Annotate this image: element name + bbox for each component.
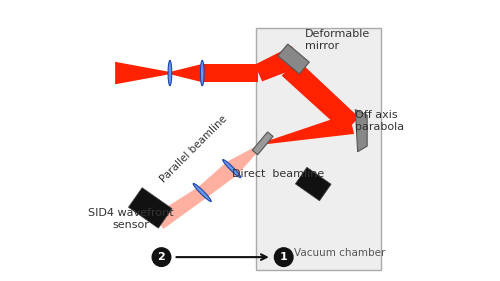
- Ellipse shape: [200, 60, 204, 86]
- Polygon shape: [202, 64, 258, 82]
- Text: Direct  beamline: Direct beamline: [232, 169, 324, 179]
- Polygon shape: [170, 64, 202, 82]
- Polygon shape: [198, 162, 237, 198]
- Polygon shape: [154, 187, 206, 229]
- Circle shape: [274, 248, 293, 266]
- Polygon shape: [115, 62, 170, 84]
- Text: 1: 1: [280, 252, 287, 262]
- Ellipse shape: [193, 183, 212, 201]
- Polygon shape: [254, 46, 301, 81]
- Text: 2: 2: [158, 252, 166, 262]
- Text: SID4 wavefront
sensor: SID4 wavefront sensor: [88, 209, 174, 230]
- Polygon shape: [128, 188, 172, 228]
- Ellipse shape: [168, 60, 172, 86]
- Text: Parallel beamline: Parallel beamline: [158, 114, 229, 184]
- Polygon shape: [278, 44, 310, 74]
- Text: Deformable
mirror: Deformable mirror: [305, 29, 370, 51]
- Polygon shape: [356, 110, 367, 152]
- Ellipse shape: [222, 160, 241, 178]
- Polygon shape: [264, 113, 354, 144]
- Circle shape: [152, 248, 171, 266]
- FancyBboxPatch shape: [256, 28, 380, 270]
- Polygon shape: [226, 142, 264, 175]
- Polygon shape: [296, 167, 331, 201]
- Text: Off axis
parabola: Off axis parabola: [356, 110, 405, 132]
- Polygon shape: [252, 132, 273, 155]
- Polygon shape: [282, 59, 359, 133]
- Text: Vacuum chamber: Vacuum chamber: [294, 248, 386, 258]
